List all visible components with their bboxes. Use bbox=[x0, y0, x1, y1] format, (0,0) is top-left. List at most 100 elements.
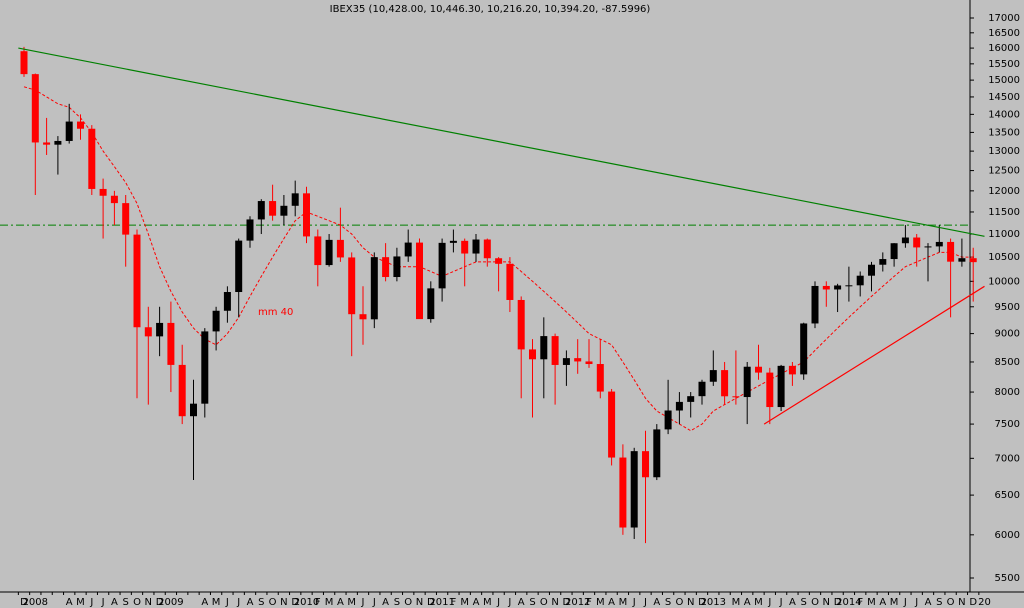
x-tick-label: 20 bbox=[978, 597, 991, 608]
x-tick-label: O bbox=[811, 597, 819, 608]
x-tick-label: J bbox=[101, 597, 105, 608]
candle-body bbox=[709, 370, 717, 382]
candle-body bbox=[924, 246, 932, 248]
x-tick-label: J bbox=[767, 597, 771, 608]
candle-body bbox=[144, 327, 152, 337]
x-tick-label: F bbox=[857, 597, 863, 608]
candle-body bbox=[212, 310, 220, 332]
y-tick-label: 5500 bbox=[995, 573, 1020, 584]
candle-body bbox=[935, 241, 943, 247]
candle-body bbox=[642, 451, 649, 478]
y-tick-label: 14000 bbox=[988, 109, 1020, 120]
x-tick-label: 2013 bbox=[701, 597, 726, 608]
x-tick-label: O bbox=[133, 597, 141, 608]
x-tick-label: N bbox=[145, 597, 152, 608]
candle-body bbox=[675, 401, 683, 411]
candle-body bbox=[868, 264, 875, 276]
candle-body bbox=[472, 239, 480, 254]
candle-body bbox=[393, 256, 401, 278]
candle-body bbox=[190, 403, 197, 417]
x-tick-label: 2008 bbox=[23, 597, 48, 608]
x-tick-label: O bbox=[269, 597, 277, 608]
candle-body bbox=[732, 396, 740, 398]
candle-body bbox=[65, 121, 73, 141]
x-tick-label: J bbox=[236, 597, 240, 608]
candle-body bbox=[235, 240, 243, 293]
x-tick-label: J bbox=[507, 597, 511, 608]
x-tick-label: 2014 bbox=[836, 597, 861, 608]
x-tick-label: M bbox=[890, 597, 899, 608]
x-tick-label: A bbox=[337, 597, 344, 608]
candle-body bbox=[619, 457, 627, 528]
x-tick-label: 2011 bbox=[429, 597, 454, 608]
x-tick-label: A bbox=[925, 597, 932, 608]
x-tick-label: F bbox=[451, 597, 457, 608]
x-tick-label: M bbox=[732, 597, 741, 608]
x-tick-label: A bbox=[744, 597, 751, 608]
candle-body bbox=[574, 358, 582, 362]
candle-body bbox=[540, 336, 548, 360]
x-tick-label: D bbox=[291, 597, 299, 608]
y-tick-label: 15500 bbox=[988, 59, 1020, 70]
candle-body bbox=[99, 188, 107, 196]
trend-line bbox=[18, 47, 985, 237]
candle-body bbox=[596, 364, 604, 392]
candle-body bbox=[969, 258, 977, 263]
candle-body bbox=[834, 285, 842, 290]
y-tick-label: 12500 bbox=[988, 166, 1020, 177]
x-tick-label: 2012 bbox=[565, 597, 590, 608]
candle-body bbox=[31, 74, 39, 143]
candle-body bbox=[370, 257, 378, 320]
y-tick-label: 16000 bbox=[988, 43, 1020, 54]
x-tick-label: M bbox=[619, 597, 628, 608]
candle-body bbox=[788, 365, 796, 375]
candle-body bbox=[416, 242, 423, 320]
x-tick-label: D bbox=[698, 597, 706, 608]
x-tick-label: J bbox=[779, 597, 783, 608]
x-tick-label: A bbox=[382, 597, 389, 608]
candle-body bbox=[291, 193, 299, 206]
y-tick-label: 6000 bbox=[995, 530, 1020, 541]
x-tick-label: 2010 bbox=[294, 597, 319, 608]
x-tick-label: S bbox=[529, 597, 535, 608]
x-tick-label: S bbox=[801, 597, 807, 608]
candle-body bbox=[167, 322, 175, 365]
candle-body bbox=[529, 349, 536, 360]
candle-body bbox=[20, 51, 28, 75]
x-tick-label: N bbox=[280, 597, 287, 608]
candle-body bbox=[483, 239, 491, 259]
candle-body bbox=[359, 314, 367, 320]
x-tick-label: M bbox=[325, 597, 334, 608]
candle-body bbox=[506, 263, 514, 300]
candle-body bbox=[890, 243, 898, 260]
candle-body bbox=[178, 364, 186, 417]
x-tick-label: N bbox=[687, 597, 694, 608]
ma-label: mm 40 bbox=[258, 307, 293, 318]
y-tick-label: 15000 bbox=[988, 75, 1020, 86]
candle-body bbox=[133, 234, 141, 328]
candle-body bbox=[958, 258, 966, 262]
x-tick-label: A bbox=[66, 597, 73, 608]
x-tick-label: 2009 bbox=[158, 597, 183, 608]
x-tick-label: M bbox=[212, 597, 221, 608]
candle-body bbox=[947, 241, 955, 262]
x-tick-label: M bbox=[596, 597, 605, 608]
x-tick-label: A bbox=[653, 597, 660, 608]
candle-body bbox=[811, 285, 819, 324]
x-tick-label: A bbox=[111, 597, 118, 608]
x-tick-label: N bbox=[958, 597, 965, 608]
x-tick-label: A bbox=[518, 597, 525, 608]
candle-body bbox=[766, 372, 774, 408]
candle-body bbox=[664, 410, 672, 430]
x-tick-label: M bbox=[483, 597, 492, 608]
x-tick-label: O bbox=[947, 597, 955, 608]
x-tick-label: S bbox=[936, 597, 942, 608]
candle-body bbox=[630, 451, 638, 528]
x-tick-label: A bbox=[879, 597, 886, 608]
candle-body bbox=[88, 128, 96, 189]
candle-body bbox=[687, 396, 695, 402]
y-tick-label: 9500 bbox=[995, 302, 1020, 313]
candle-body bbox=[777, 365, 785, 408]
candle-body bbox=[551, 336, 559, 365]
candle-body bbox=[755, 366, 762, 373]
